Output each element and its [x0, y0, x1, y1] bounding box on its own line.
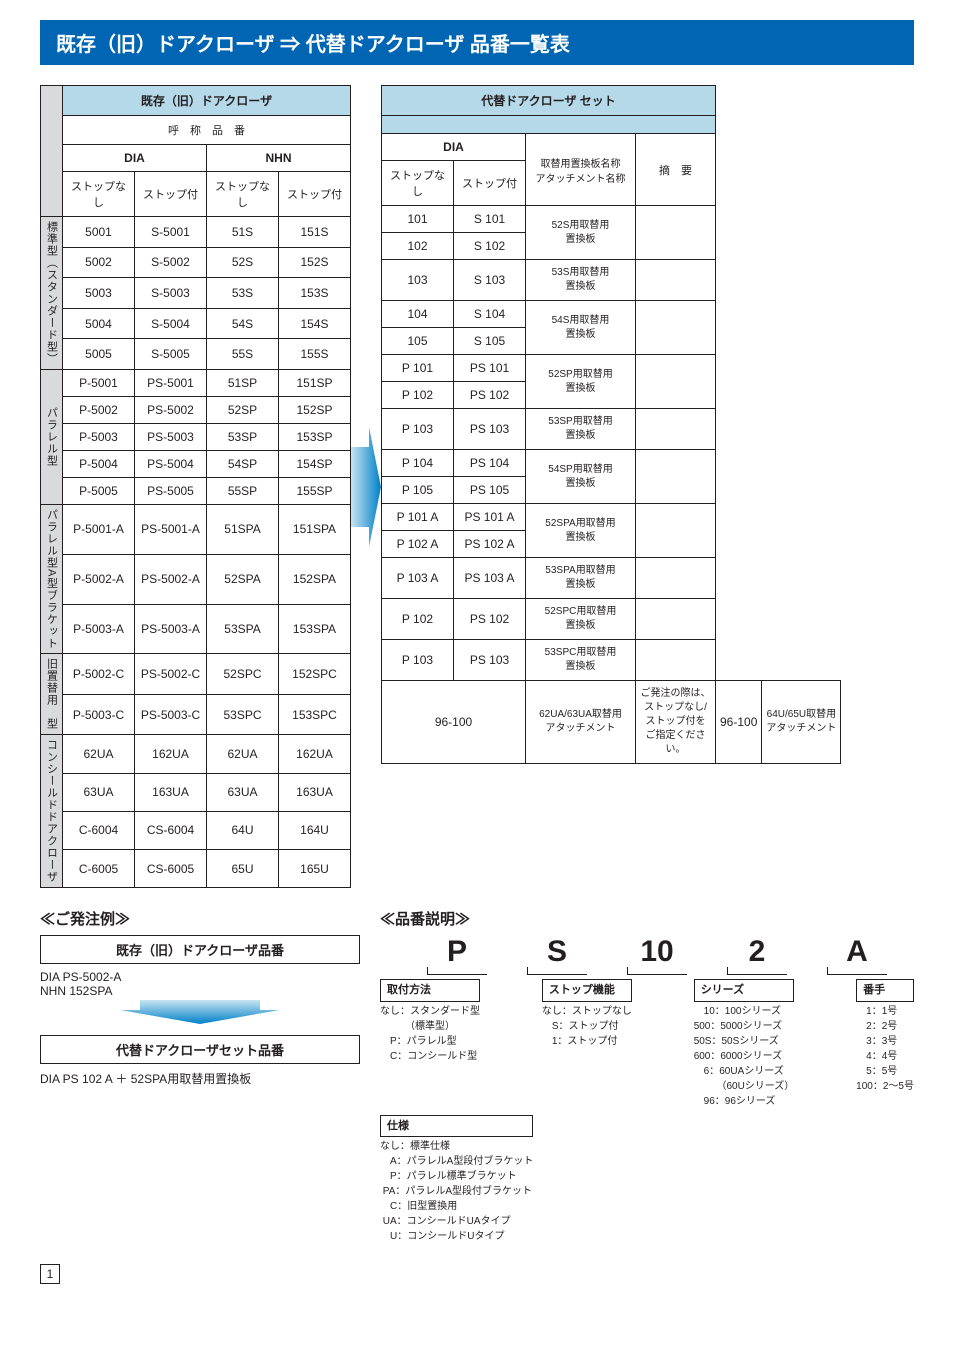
order-heading: ≪ご発注例≫	[40, 908, 360, 929]
order-box-old: 既存（旧）ドアクローザ品番	[40, 935, 360, 964]
tables-container: 既存（旧）ドアクローザ呼 称 品 番DIANHNストップなしストップ付ストップな…	[40, 85, 914, 888]
arrow-icon	[351, 427, 381, 547]
order-line-2: NHN 152SPA	[40, 984, 360, 998]
order-box-new: 代替ドアクローザセット品番	[40, 1035, 360, 1064]
right-table: 代替ドアクローザ セットDIA取替用置換板名称 アタッチメント名称摘 要ストップ…	[381, 85, 841, 764]
code-display: PS102A	[380, 935, 914, 969]
order-example: ≪ご発注例≫ 既存（旧）ドアクローザ品番 DIA PS-5002-A NHN 1…	[40, 908, 360, 1244]
below-section: ≪ご発注例≫ 既存（旧）ドアクローザ品番 DIA PS-5002-A NHN 1…	[40, 908, 914, 1244]
explain-heading: ≪品番説明≫	[380, 908, 914, 929]
page-title: 既存（旧）ドアクローザ ⇒ 代替ドアクローザ 品番一覧表	[40, 20, 914, 65]
left-table: 既存（旧）ドアクローザ呼 称 品 番DIANHNストップなしストップ付ストップな…	[40, 85, 351, 888]
legend-grid: 取付方法なし：スタンダード型 （標準型） P：パラレル型 C：コンシールド型スト…	[380, 979, 914, 1244]
order-line-1: DIA PS-5002-A	[40, 970, 360, 984]
page-number: 1	[40, 1264, 60, 1284]
code-explanation: ≪品番説明≫ PS102A 取付方法なし：スタンダード型 （標準型） P：パラレ…	[380, 908, 914, 1244]
down-arrow-icon	[40, 1000, 360, 1024]
order-line-3: DIA PS 102 A ＋ 52SPA用取替用置換板	[40, 1070, 360, 1087]
